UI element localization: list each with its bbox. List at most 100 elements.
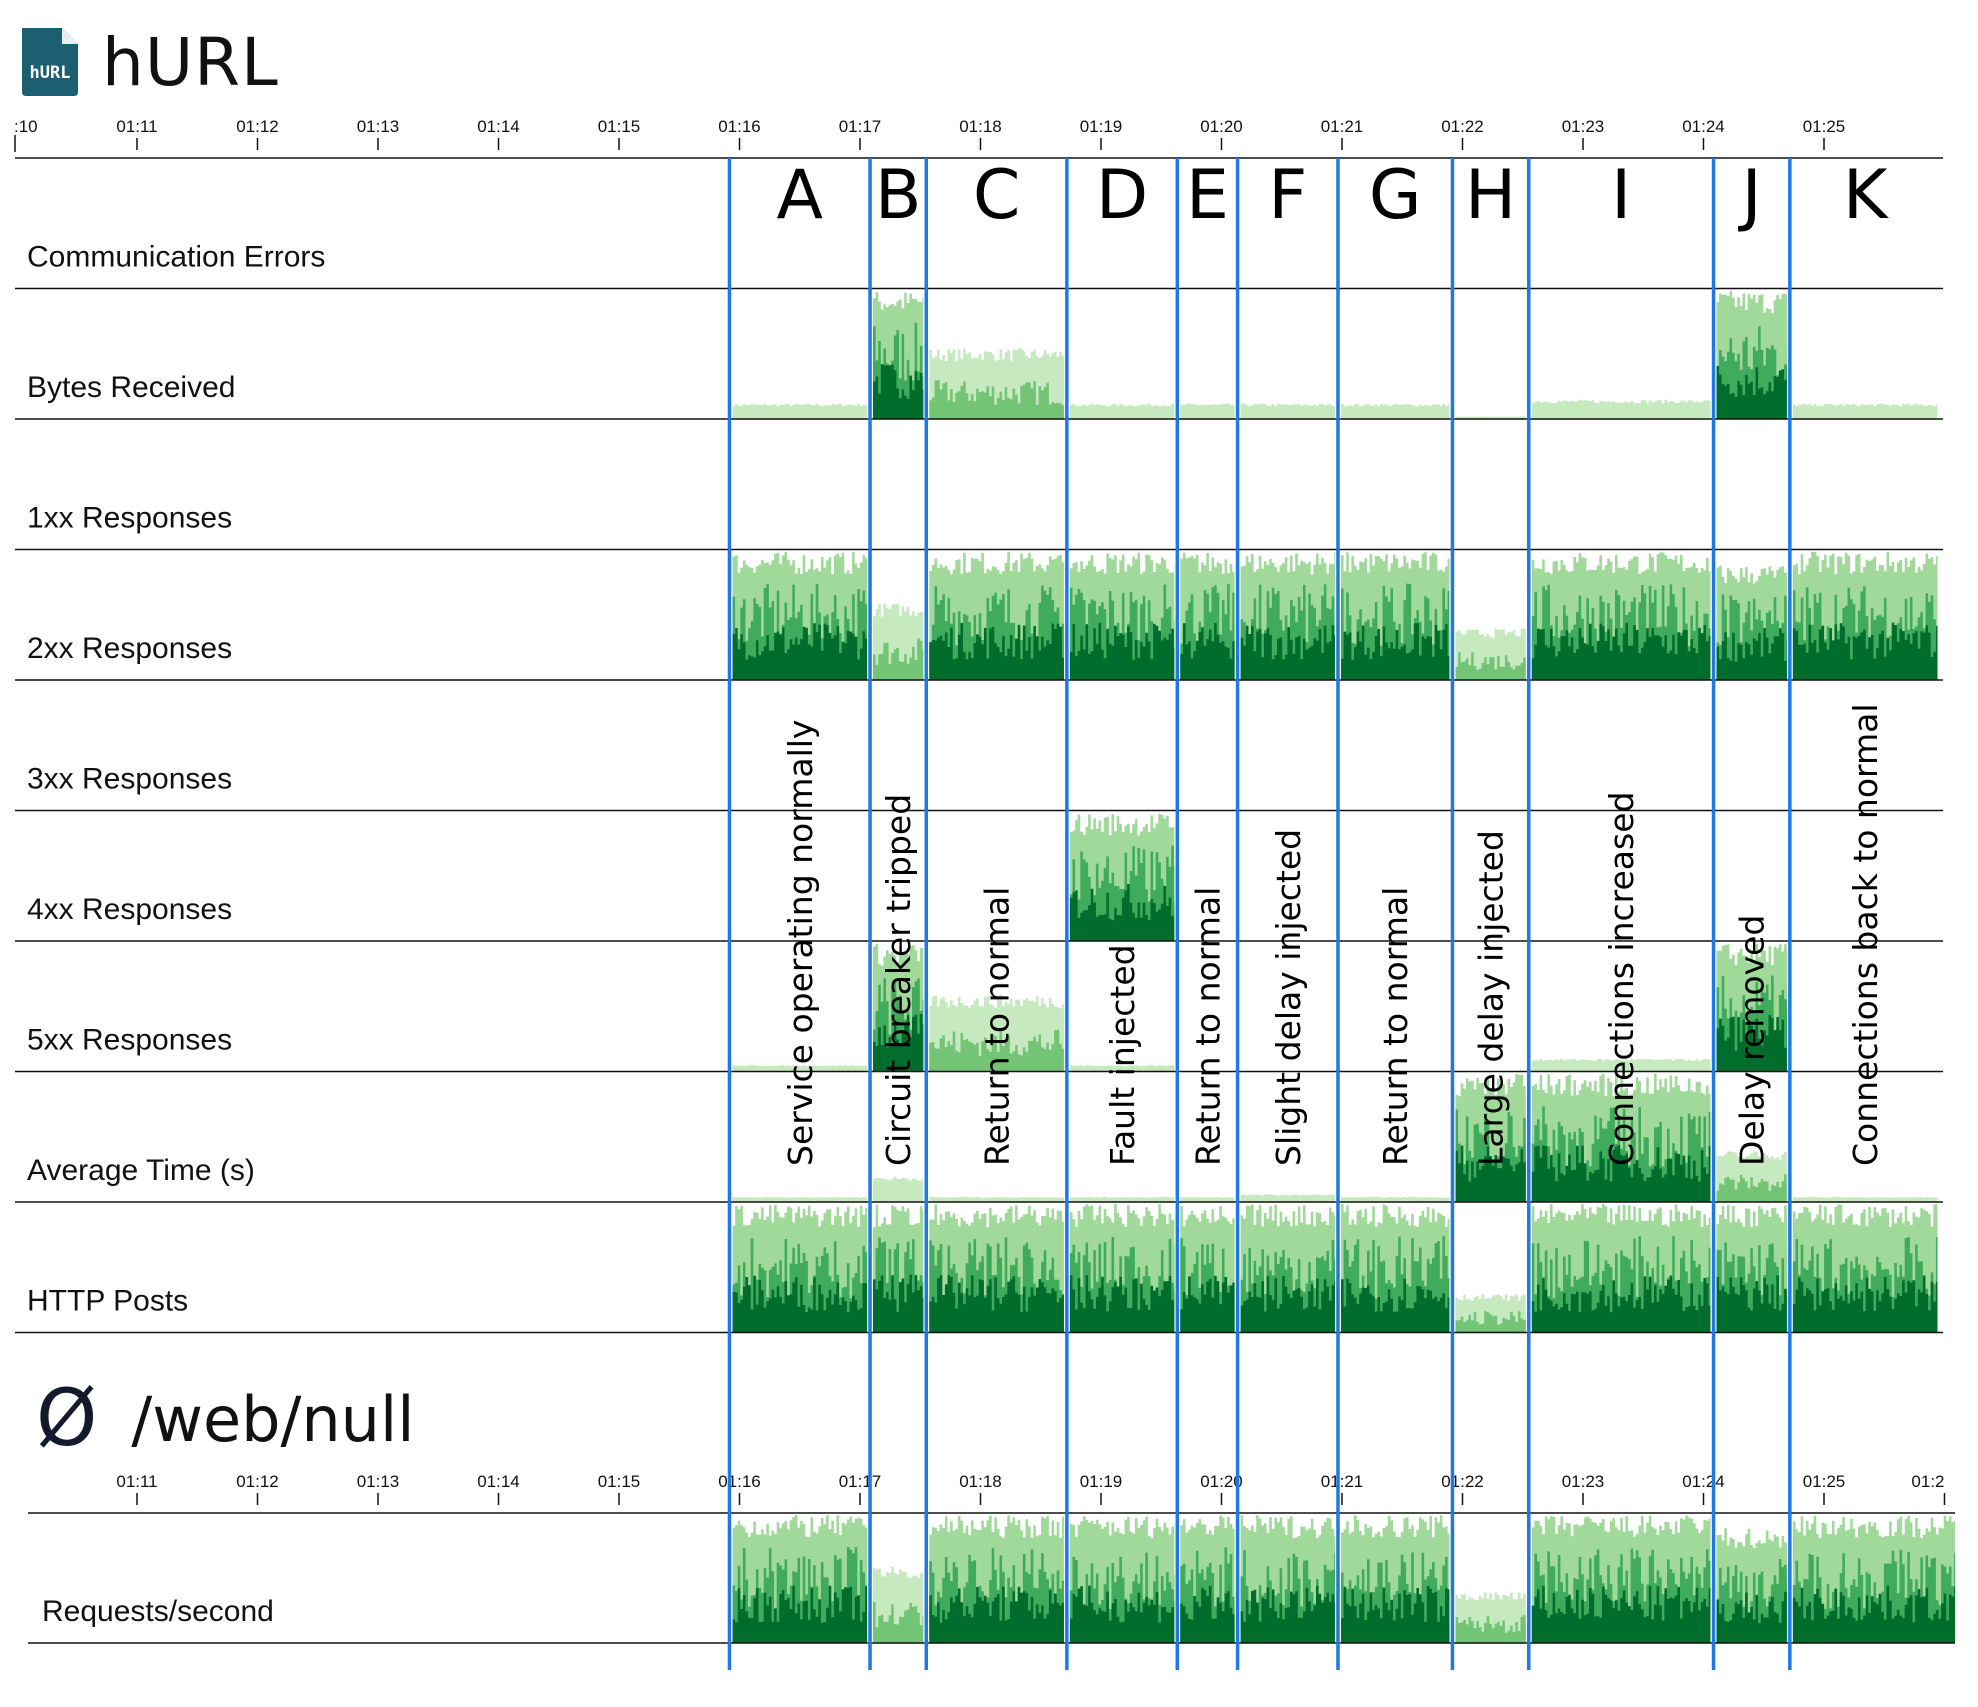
phase-description: Circuit breaker tripped <box>879 794 918 1166</box>
area-8-I <box>1531 1204 1711 1333</box>
row-label: 4xx Responses <box>27 893 232 926</box>
area-b-C <box>929 1515 1064 1643</box>
area-8-A <box>732 1204 867 1333</box>
area-band-2 <box>929 1586 1064 1643</box>
row-label: 2xx Responses <box>27 632 232 665</box>
area-3-K <box>1792 551 1938 680</box>
top-axis-tick-label: 01:22 <box>1441 117 1484 136</box>
area-band-1 <box>873 638 924 680</box>
area-band-0 <box>873 1176 924 1202</box>
bottom-axis-tick-label: 01:12 <box>236 1472 279 1491</box>
phase-description: Connections back to normal <box>1846 703 1885 1166</box>
phase-letter: I <box>1611 156 1631 235</box>
area-b-E <box>1180 1515 1235 1643</box>
area-band-2 <box>1792 622 1938 680</box>
bottom-axis-tick-label: 01:13 <box>357 1472 400 1491</box>
area-band-2 <box>1716 1275 1787 1333</box>
area-band-2 <box>1069 622 1175 680</box>
bottom-axis-tick-label: 01:24 <box>1682 1472 1725 1491</box>
top-axis-tick-label: 01:25 <box>1803 117 1846 136</box>
area-7-K <box>1792 1196 1938 1202</box>
bottom-axis-tick-label: 01:17 <box>839 1472 882 1491</box>
top-axis-tick-label: 01:24 <box>1682 117 1725 136</box>
area-band-2 <box>1792 1275 1938 1333</box>
area-3-E <box>1180 552 1235 680</box>
top-axis-tick-label: 01:13 <box>357 117 400 136</box>
axis-layer <box>14 135 1955 1644</box>
phase-description: Slight delay injected <box>1269 829 1308 1166</box>
bottom-axis-tick-label: 01:25 <box>1803 1472 1846 1491</box>
phase-description: Return to normal <box>1376 887 1415 1166</box>
area-band-2 <box>1240 1276 1335 1333</box>
area-band-0 <box>1792 1196 1938 1202</box>
row-label: Bytes Received <box>27 371 235 404</box>
phase-letter: J <box>1738 156 1762 235</box>
row-label: HTTP Posts <box>27 1285 188 1318</box>
row-label: 5xx Responses <box>27 1024 232 1057</box>
bottom-axis-tick-label: 01:19 <box>1080 1472 1123 1491</box>
area-band-0 <box>1792 403 1938 419</box>
top-axis-tick-label: 01:20 <box>1200 117 1243 136</box>
area-band-1 <box>873 1601 924 1643</box>
area-3-A <box>732 551 867 680</box>
phase-letter: D <box>1096 156 1148 235</box>
area-7-H <box>1455 1073 1526 1202</box>
area-band-2 <box>929 622 1064 680</box>
area-band-0 <box>1531 1058 1711 1072</box>
area-7-G <box>1341 1196 1450 1202</box>
area-b-I <box>1531 1515 1711 1643</box>
area-1-J <box>1716 291 1787 419</box>
area-b-D <box>1069 1516 1175 1643</box>
area-band-2 <box>873 364 924 419</box>
area-band-2 <box>929 1275 1064 1333</box>
area-band-0 <box>732 403 867 419</box>
area-band-1 <box>1455 652 1526 680</box>
area-b-J <box>1716 1528 1787 1643</box>
row-label: 3xx Responses <box>27 763 232 796</box>
area-6-A <box>732 1065 867 1072</box>
top-axis-tick-label: 01:17 <box>839 117 882 136</box>
area-3-C <box>929 552 1064 680</box>
section-header: Ø /web/null <box>36 1374 414 1464</box>
area-8-G <box>1341 1204 1450 1333</box>
null-set-icon: Ø <box>36 1374 98 1464</box>
logo-text: hURL <box>30 63 71 83</box>
area-band-2 <box>1716 628 1787 680</box>
area-band-2 <box>732 1585 867 1643</box>
area-8-J <box>1716 1204 1787 1333</box>
area-1-D <box>1069 403 1175 419</box>
area-band-0 <box>1341 1196 1450 1202</box>
area-1-I <box>1531 399 1711 419</box>
phase-letter: C <box>973 156 1020 235</box>
phase-description: Delay removed <box>1733 915 1772 1166</box>
area-band-2 <box>1069 1585 1175 1643</box>
phase-description: Return to normal <box>978 887 1017 1166</box>
area-band-0 <box>1531 399 1711 419</box>
area-7-A <box>732 1196 867 1202</box>
area-band-1 <box>1455 1311 1526 1333</box>
app-title: hURL <box>102 23 279 101</box>
top-axis-tick-label: 01:19 <box>1080 117 1123 136</box>
area-1-A <box>732 403 867 419</box>
area-band-2 <box>1792 1585 1955 1643</box>
area-8-D <box>1069 1204 1175 1333</box>
phase-letter: A <box>776 156 823 235</box>
area-band-2 <box>1716 1014 1787 1072</box>
phase-letter: H <box>1465 156 1516 235</box>
area-b-F <box>1240 1515 1335 1643</box>
area-band-1 <box>1455 1615 1526 1643</box>
top-axis-tick-label: :10 <box>14 117 38 136</box>
area-8-K <box>1792 1204 1938 1333</box>
row-label: Requests/second <box>42 1595 274 1628</box>
label-layer: Communication Errors Bytes Received 1xx Re… <box>14 117 1945 1628</box>
area-1-B <box>873 292 924 419</box>
area-band-0 <box>1069 1065 1175 1072</box>
phase-description: Fault injected <box>1103 944 1142 1166</box>
area-band-1 <box>929 1029 1064 1072</box>
bottom-axis-tick-label: 01:20 <box>1200 1472 1243 1491</box>
bottom-axis-tick-label: 01:11 <box>116 1472 157 1491</box>
area-b-G <box>1341 1515 1450 1643</box>
bottom-axis-tick-label: 01:21 <box>1321 1472 1364 1491</box>
area-band-2 <box>1341 1278 1450 1333</box>
